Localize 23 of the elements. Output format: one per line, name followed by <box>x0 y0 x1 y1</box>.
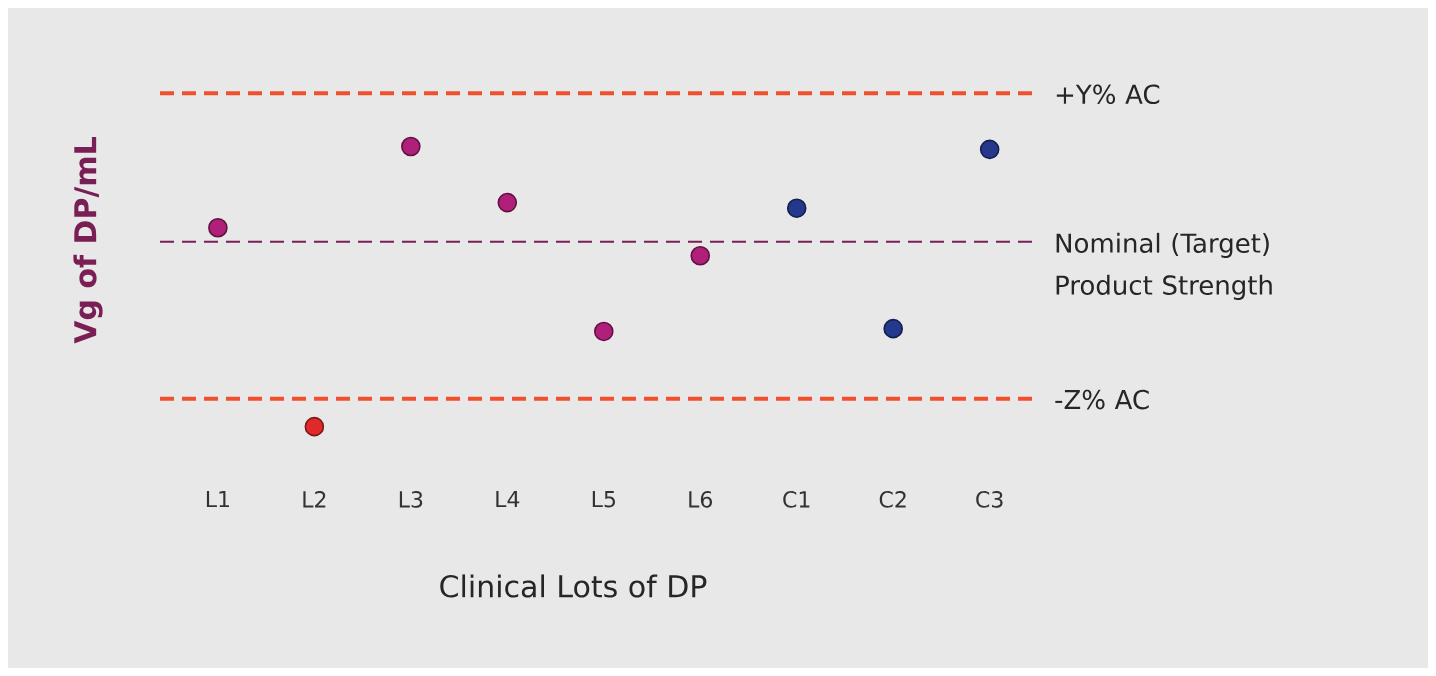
point <box>786 198 807 218</box>
x-tick-label: L6 <box>689 491 712 508</box>
x-tick-label: L5 <box>592 491 615 508</box>
point <box>883 318 903 339</box>
y-axis-title: Vg of DP/mL <box>73 137 103 344</box>
point <box>401 136 421 157</box>
x-axis-title: Clinical Lots of DP <box>440 574 707 598</box>
ref-line-label: Nominal (Target) Product Strength <box>1056 232 1272 301</box>
x-tick-label: C1 <box>783 491 810 508</box>
point <box>690 246 711 266</box>
ref-line-label: -Z% AC <box>1055 389 1149 410</box>
point <box>304 416 325 437</box>
x-tick-label: L1 <box>206 491 229 508</box>
x-tick-label: C2 <box>879 491 906 508</box>
point <box>593 321 614 342</box>
point <box>208 217 228 238</box>
x-tick-label: L3 <box>399 491 423 508</box>
x-tick-label: C3 <box>976 491 1003 508</box>
point <box>979 139 1000 160</box>
point <box>497 192 518 213</box>
x-tick-label: L4 <box>496 491 520 508</box>
x-tick-label: L2 <box>303 491 326 508</box>
ref-line-label: +Y% AC <box>1056 84 1160 105</box>
